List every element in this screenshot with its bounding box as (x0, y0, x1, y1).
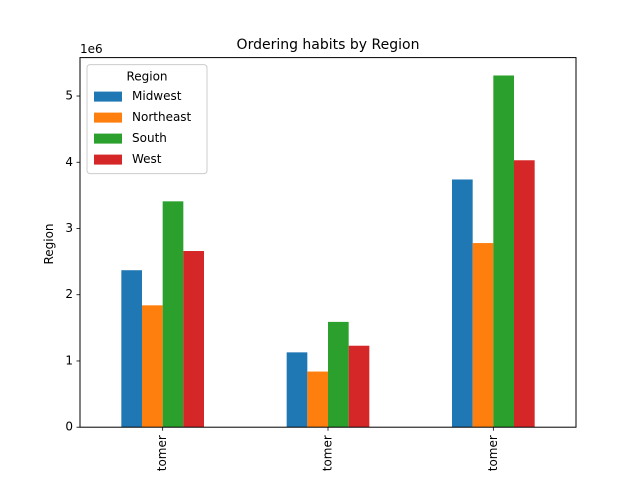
bar-northeast-2 (307, 371, 328, 428)
bar-west-2 (348, 345, 370, 428)
x-tick-label: tomer (321, 435, 335, 471)
legend-swatch-northeast (94, 112, 122, 123)
bar-northeast-3 (472, 243, 494, 428)
y-tick-label: 0 (65, 420, 73, 434)
x-tick-label: tomer (155, 435, 169, 471)
y-tick-label: 2 (65, 287, 73, 301)
legend-label-west: West (132, 152, 162, 166)
bar-west-1 (183, 251, 204, 428)
legend-title: Region (126, 70, 167, 84)
plot-frame (79, 57, 577, 428)
legend-swatch-midwest (94, 91, 122, 102)
legend: Region Midwest Northeast South West (86, 64, 208, 175)
bar-midwest-3 (452, 179, 473, 428)
legend-label-northeast: Northeast (132, 110, 192, 124)
bar-south-1 (162, 201, 184, 428)
chart-title: Ordering habits by Region (237, 37, 420, 53)
bar-midwest-1 (121, 270, 142, 428)
bar-west-3 (514, 160, 535, 428)
y-axis-offset-label: 1e6 (80, 42, 103, 56)
bar-midwest-2 (286, 352, 308, 428)
legend-label-south: South (132, 131, 167, 145)
x-tick-label: tomer (486, 435, 500, 471)
y-tick-label: 3 (65, 221, 73, 235)
bar-northeast-1 (142, 305, 163, 428)
ticks-layer: tomer tomer tomer 0 1 2 3 4 5 (65, 89, 499, 472)
bar-south-2 (328, 321, 349, 428)
legend-swatch-west (94, 154, 122, 165)
y-tick-label: 4 (65, 155, 73, 169)
legend-swatch-south (94, 133, 122, 144)
y-axis-label: Region (42, 223, 56, 264)
bar-south-3 (493, 75, 514, 428)
legend-label-midwest: Midwest (132, 89, 182, 103)
y-tick-label: 1 (65, 353, 73, 367)
bars-layer (121, 75, 535, 428)
y-tick-label: 5 (65, 89, 73, 103)
